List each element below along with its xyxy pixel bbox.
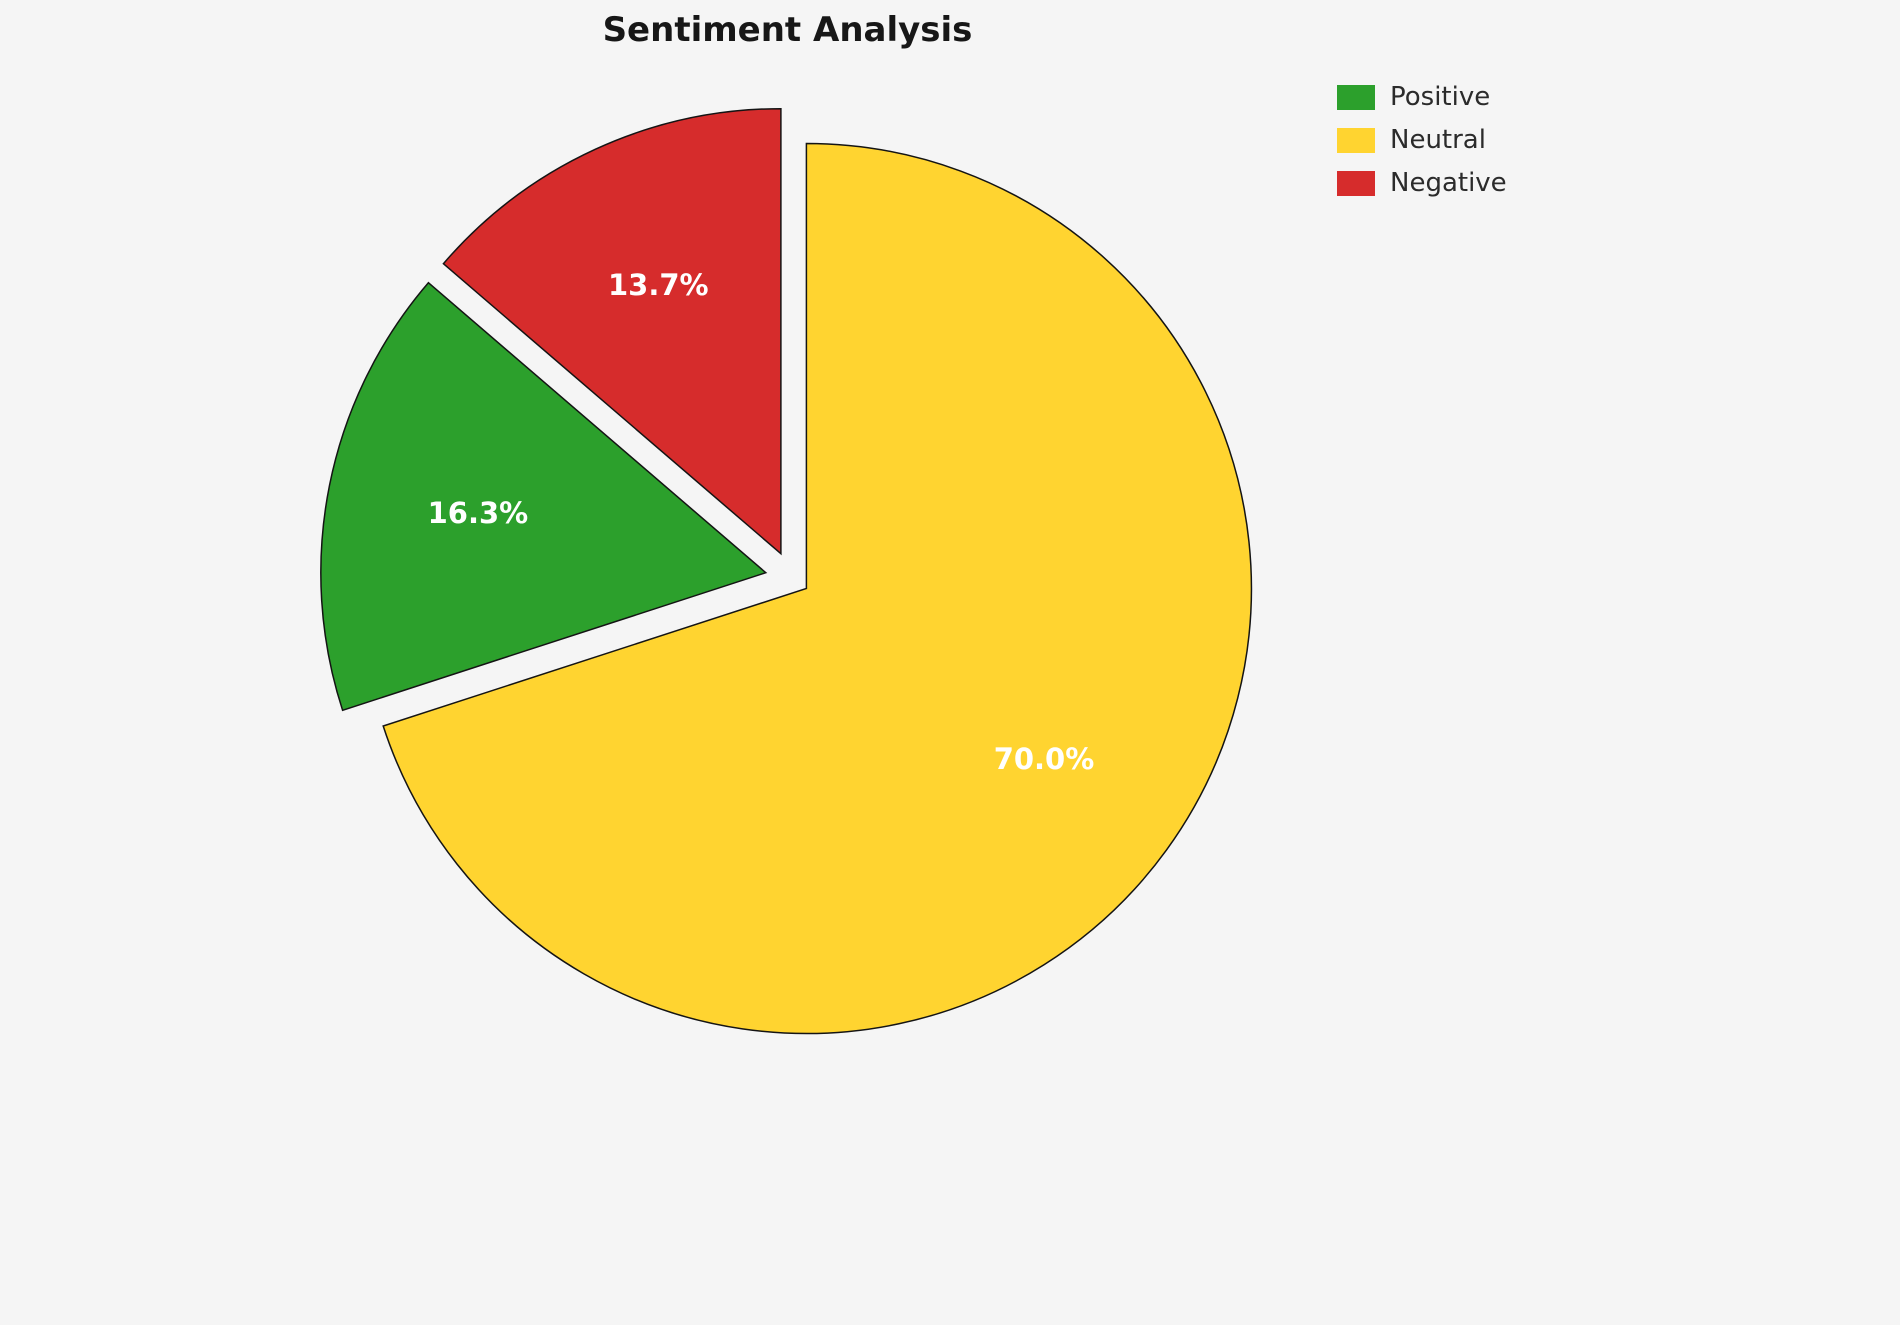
slice-label-neutral: 70.0% bbox=[994, 742, 1095, 776]
legend-swatch-positive bbox=[1337, 84, 1375, 110]
chart-title: Sentiment Analysis bbox=[602, 10, 973, 50]
slice-label-negative: 13.7% bbox=[608, 268, 709, 302]
legend: Positive Neutral Negative bbox=[1337, 82, 1507, 198]
legend-swatch-neutral bbox=[1337, 127, 1375, 153]
legend-label-positive: Positive bbox=[1390, 82, 1491, 112]
pie-slice-negative bbox=[442, 107, 782, 556]
legend-label-negative: Negative bbox=[1390, 168, 1507, 198]
legend-label-neutral: Neutral bbox=[1390, 125, 1486, 155]
slice-label-positive: 16.3% bbox=[428, 496, 529, 530]
pie-slice-positive bbox=[320, 281, 768, 712]
legend-item-positive: Positive bbox=[1337, 82, 1507, 112]
legend-swatch-negative bbox=[1337, 170, 1375, 196]
legend-item-neutral: Neutral bbox=[1337, 125, 1507, 155]
legend-item-negative: Negative bbox=[1337, 168, 1507, 198]
pie-slice-neutral bbox=[382, 142, 1253, 1035]
